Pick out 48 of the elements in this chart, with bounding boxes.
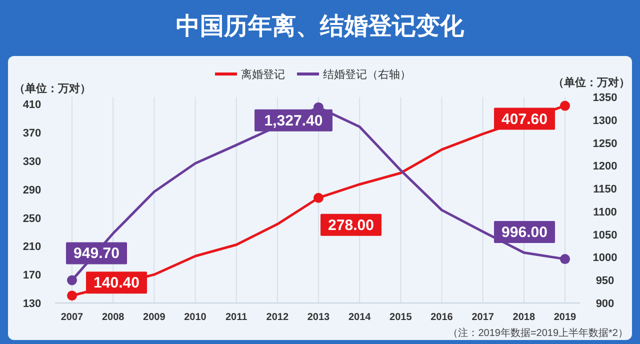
x-tick-label: 2010: [184, 312, 207, 323]
y-tick-label: 170: [22, 270, 42, 282]
y2-tick-label: 900: [596, 298, 614, 310]
point: [67, 275, 77, 286]
y-axis-title: （单位：万对）: [14, 82, 91, 95]
y-tick-label: 330: [22, 156, 42, 168]
y2-tick-label: 1150: [593, 184, 617, 196]
data-label: 278.00: [328, 216, 374, 234]
y-tick-label: 250: [22, 212, 42, 225]
legend-label: 结婚登记（右轴）: [323, 68, 411, 81]
point: [67, 290, 77, 301]
y-tick-label: 210: [22, 241, 42, 254]
data-label: 1,327.40: [264, 112, 323, 130]
y-tick-label: 290: [22, 184, 42, 196]
data-label: 140.40: [94, 274, 140, 292]
y2-tick-label: 1000: [592, 252, 618, 264]
point: [560, 254, 570, 264]
x-tick-label: 2008: [102, 312, 125, 323]
y2-tick-label: 1250: [592, 138, 618, 150]
y-tick-label: 130: [22, 298, 42, 310]
y2-tick-label: 1350: [592, 92, 618, 104]
x-tick-label: 2015: [390, 312, 412, 323]
x-tick-label: 2016: [430, 312, 454, 323]
y-tick-label: 370: [22, 128, 42, 140]
y2-tick-label: 1100: [593, 206, 617, 218]
x-tick-label: 2014: [348, 312, 372, 323]
point: [314, 192, 324, 203]
chart-title: 中国历年离、结婚登记变化: [176, 13, 465, 40]
x-tick-label: 2019: [554, 312, 577, 323]
text: （注：2019年数据=2019上半年数据*2）: [448, 327, 628, 339]
data-label: 949.70: [74, 245, 120, 262]
x-tick-label: 2017: [472, 312, 494, 323]
y2-tick-label: 1050: [592, 229, 618, 242]
x-tick-label: 2007: [60, 312, 84, 323]
legend-label: 离婚登记: [241, 68, 285, 81]
data-label: 996.00: [502, 224, 548, 242]
x-tick-label: 2013: [307, 312, 330, 323]
y2-tick-label: 1200: [592, 160, 618, 173]
y-tick-label: 410: [22, 99, 42, 112]
x-tick-label: 2018: [512, 312, 536, 323]
x-tick-label: 2011: [225, 312, 248, 323]
x-tick-label: 2009: [143, 312, 166, 323]
point: [560, 100, 570, 111]
x-tick-label: 2012: [266, 312, 289, 323]
y2-tick-label: 1300: [592, 114, 618, 127]
y2-tick-label: 950: [596, 275, 614, 288]
y2-axis-title: （单位：万对）: [553, 76, 630, 89]
data-label: 407.60: [502, 110, 548, 128]
